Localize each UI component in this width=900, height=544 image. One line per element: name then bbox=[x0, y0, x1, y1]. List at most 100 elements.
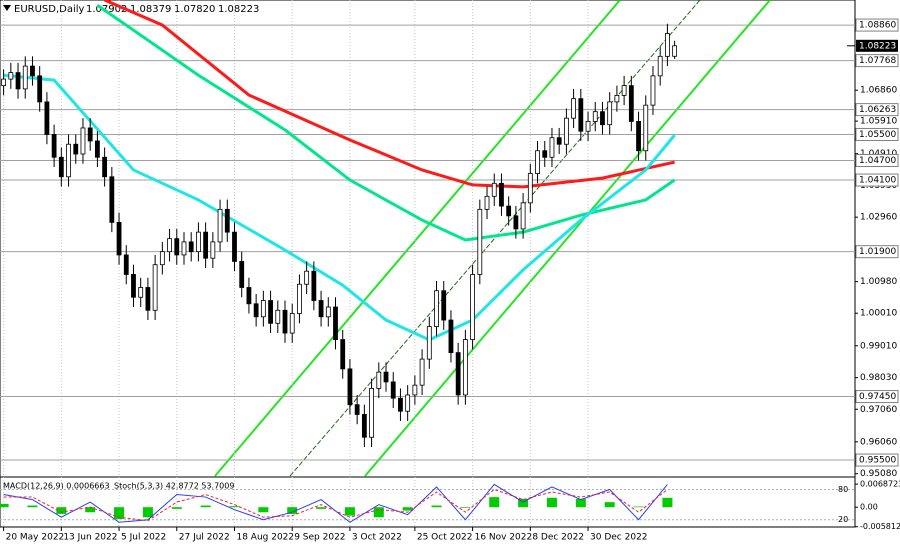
candle-body bbox=[448, 319, 454, 354]
x-tick-label: 8 Dec 2022 bbox=[532, 533, 584, 543]
candle-body bbox=[304, 270, 310, 285]
candle-body bbox=[239, 261, 245, 288]
level-label-box bbox=[855, 103, 899, 117]
candle-body bbox=[455, 352, 461, 396]
macd-bar bbox=[27, 505, 38, 508]
candle-body bbox=[600, 111, 605, 126]
y-tick-label: 0.98030 bbox=[860, 373, 897, 383]
candle-body bbox=[210, 241, 216, 259]
candle-body bbox=[260, 300, 266, 318]
stoch-label: Stoch(5,3,3) 42.8772 53.7009 bbox=[114, 482, 234, 491]
macd-bar bbox=[114, 507, 125, 519]
macd-bar bbox=[431, 505, 442, 508]
y-tick-label: 0.0068723 bbox=[860, 480, 900, 489]
candle-body bbox=[563, 117, 569, 145]
y-tick-label: 0.99010 bbox=[860, 341, 897, 351]
candle-body bbox=[15, 72, 21, 90]
level-label: 1.01900 bbox=[859, 247, 896, 257]
x-tick-label: 13 Jun 2022 bbox=[63, 533, 117, 543]
candle-body bbox=[167, 238, 172, 253]
header-value: 1.07820 bbox=[174, 4, 215, 15]
moving-average bbox=[96, 3, 676, 242]
level-label: 0.95500 bbox=[859, 456, 896, 466]
candle-body bbox=[268, 300, 273, 324]
menu-arrow[interactable] bbox=[3, 5, 11, 11]
candle-body bbox=[152, 264, 158, 311]
y-tick-label: 1.06860 bbox=[860, 86, 897, 96]
y-tick-label: 1.02960 bbox=[860, 213, 897, 223]
macd-bar bbox=[604, 502, 615, 508]
x-tick-label: 18 Aug 2022 bbox=[236, 533, 294, 543]
y-tick-label: 0.95080 bbox=[860, 469, 897, 479]
y-tick-label: -0.0058122 bbox=[860, 522, 900, 531]
candle-body bbox=[506, 205, 512, 217]
candle-body bbox=[138, 287, 144, 298]
header-value: 1.08379 bbox=[130, 4, 171, 15]
plot-frame bbox=[0, 0, 856, 528]
macd-bar bbox=[373, 507, 384, 518]
candle-body bbox=[145, 287, 151, 311]
y2-tick-label: 80 bbox=[838, 485, 848, 494]
candle-body bbox=[441, 290, 447, 321]
y-tick-label: 0.96060 bbox=[860, 437, 897, 447]
macd-bar bbox=[633, 506, 644, 508]
y-tick-label: 1.00010 bbox=[860, 309, 897, 319]
y2-tick-label: 20 bbox=[838, 515, 848, 524]
candle-body bbox=[650, 75, 656, 106]
x-tick-label: 27 Jul 2022 bbox=[179, 533, 230, 543]
candle-body bbox=[390, 381, 396, 399]
candle-body bbox=[102, 156, 108, 178]
candle-body bbox=[527, 173, 533, 204]
candle-body bbox=[95, 140, 100, 158]
candle-body bbox=[196, 231, 201, 253]
candle-body bbox=[282, 309, 288, 334]
x-tick-label: 30 Dec 2022 bbox=[590, 533, 648, 543]
macd-bar bbox=[200, 505, 211, 508]
candle-body bbox=[462, 339, 468, 396]
candle-body bbox=[325, 306, 331, 318]
candle-body bbox=[354, 404, 360, 415]
candle-body bbox=[549, 137, 555, 158]
candle-body bbox=[636, 121, 641, 152]
level-label: 1.07768 bbox=[859, 56, 896, 66]
y-tick-label: 0.00 bbox=[860, 503, 878, 512]
y-tick-label: 1.00980 bbox=[860, 277, 897, 287]
macd-bar bbox=[402, 507, 413, 511]
candle-body bbox=[585, 121, 591, 132]
level-label: 1.05500 bbox=[859, 130, 896, 140]
level-label: 1.06263 bbox=[859, 105, 896, 115]
candle-body bbox=[1, 78, 7, 87]
y-tick-label: 0.97060 bbox=[860, 405, 897, 415]
macd-bar bbox=[229, 506, 240, 508]
candle-body bbox=[340, 339, 346, 370]
x-tick-label: 5 Jul 2022 bbox=[121, 533, 166, 543]
candle-body bbox=[628, 85, 634, 122]
candle-body bbox=[275, 309, 281, 324]
candle-body bbox=[535, 150, 540, 174]
macd-bar bbox=[85, 507, 96, 513]
candle-body bbox=[80, 127, 86, 155]
macd-bar bbox=[662, 497, 673, 508]
candle-body bbox=[217, 208, 223, 243]
macd-bar bbox=[142, 507, 153, 518]
candle-body bbox=[491, 182, 497, 197]
candle-body bbox=[643, 104, 649, 152]
candle-body bbox=[657, 55, 663, 77]
candle-body bbox=[383, 371, 389, 383]
x-tick-label: 20 May 2022 bbox=[6, 533, 65, 543]
candle-body bbox=[412, 384, 418, 396]
candle-body bbox=[159, 251, 165, 266]
candle-body bbox=[347, 368, 353, 406]
candle-body bbox=[607, 101, 613, 126]
candle-body bbox=[520, 202, 526, 230]
level-label-box bbox=[855, 390, 899, 404]
x-tick-label: 3 Oct 2022 bbox=[352, 533, 402, 543]
candle-body bbox=[123, 254, 129, 275]
macd-label: MACD(12,26,9) 0.0006663 bbox=[3, 482, 110, 491]
candle-body bbox=[22, 65, 28, 90]
candle-body bbox=[571, 98, 577, 119]
macd-bar bbox=[0, 503, 9, 508]
macd-bar bbox=[287, 507, 298, 514]
candle-body bbox=[513, 215, 519, 230]
candle-body bbox=[376, 371, 382, 389]
